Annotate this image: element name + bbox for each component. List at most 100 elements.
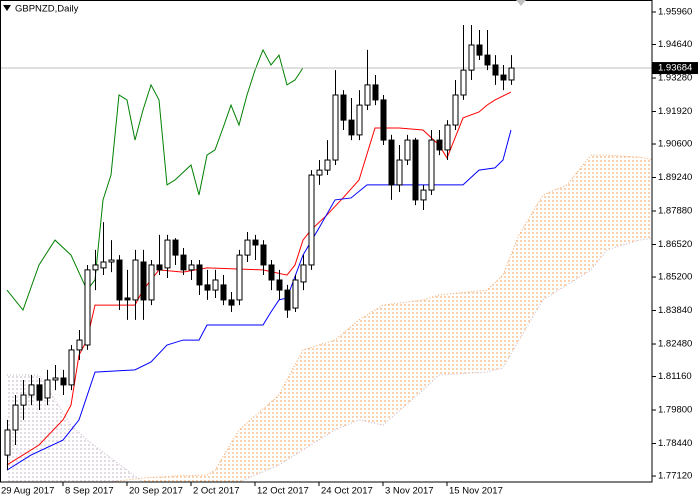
candle-body bbox=[260, 244, 267, 266]
shift-marker[interactable] bbox=[516, 0, 526, 6]
indicator-line bbox=[6, 129, 512, 471]
candle-body bbox=[380, 99, 387, 141]
cloud-segment bbox=[335, 319, 359, 430]
cloud-segment bbox=[543, 184, 567, 300]
chart-title: GBPNZD,Daily bbox=[15, 4, 79, 15]
candle-body bbox=[420, 189, 427, 201]
candle-body bbox=[364, 84, 371, 106]
cloud-segment bbox=[383, 299, 423, 426]
candle-body bbox=[476, 44, 483, 56]
candle-body bbox=[348, 119, 355, 136]
candle-body bbox=[460, 69, 467, 96]
candle-body bbox=[468, 44, 475, 71]
candle-body bbox=[484, 54, 491, 66]
candle-body bbox=[20, 394, 27, 406]
candle-body bbox=[492, 64, 499, 76]
y-tick-label: 1.82480 bbox=[658, 339, 692, 350]
candle-body bbox=[276, 279, 283, 291]
candle-body bbox=[132, 259, 139, 301]
candle-body bbox=[220, 284, 227, 301]
candle-body bbox=[452, 94, 459, 126]
x-tick-label: 24 Oct 2017 bbox=[321, 486, 373, 497]
candle-body bbox=[436, 139, 443, 151]
candle-body bbox=[316, 169, 323, 176]
candle-body bbox=[188, 264, 195, 271]
candle-body bbox=[124, 297, 131, 301]
cloud-segment bbox=[423, 295, 439, 391]
cloud-segment bbox=[127, 470, 143, 482]
cloud-segment bbox=[639, 157, 652, 241]
y-tick-label: 1.86520 bbox=[658, 239, 692, 250]
candle-body bbox=[444, 124, 451, 151]
menu-arrow[interactable] bbox=[3, 5, 11, 11]
x-tick-label: 29 Aug 2017 bbox=[1, 486, 54, 497]
candle-body bbox=[164, 239, 171, 269]
cloud-segment bbox=[503, 234, 519, 368]
cloud-segment bbox=[567, 155, 591, 285]
y-tick-label: 1.77120 bbox=[658, 471, 692, 482]
candle-body bbox=[148, 264, 155, 301]
candle-body bbox=[156, 264, 163, 271]
cloud-segment bbox=[279, 349, 303, 465]
y-tick-label: 1.93280 bbox=[658, 73, 692, 84]
cloud-segment bbox=[519, 195, 543, 341]
current-price-label: 1.93684 bbox=[658, 63, 692, 74]
candle-body bbox=[108, 259, 115, 263]
cloud-segment bbox=[71, 425, 87, 482]
cloud-segment bbox=[439, 290, 487, 376]
candle-body bbox=[196, 264, 203, 286]
candle-body bbox=[204, 284, 211, 291]
y-tick-label: 1.78440 bbox=[658, 438, 692, 449]
candle-body bbox=[52, 377, 59, 381]
candle-body bbox=[180, 254, 187, 271]
cloud-segment bbox=[175, 475, 207, 482]
candle-body bbox=[36, 384, 43, 401]
candle-body bbox=[212, 279, 219, 291]
plot-area bbox=[0, 25, 652, 482]
candle-body bbox=[244, 239, 251, 256]
candle-body bbox=[300, 264, 307, 283]
candle-body bbox=[268, 264, 275, 281]
cloud-edge bbox=[106, 154, 652, 482]
y-tick-label: 1.83840 bbox=[658, 305, 692, 316]
candle-body bbox=[356, 104, 363, 136]
candle-body bbox=[372, 84, 379, 101]
y-tick-label: 1.85200 bbox=[658, 272, 692, 283]
candle-body bbox=[332, 94, 339, 161]
candle-body bbox=[508, 67, 515, 81]
cloud-segment bbox=[239, 395, 279, 482]
x-tick-label: 3 Nov 2017 bbox=[385, 486, 434, 497]
plot-frame bbox=[0, 0, 653, 483]
cloud-segment bbox=[215, 429, 239, 482]
candle-body bbox=[412, 139, 419, 201]
x-tick-label: 15 Nov 2017 bbox=[449, 486, 503, 497]
candle-body bbox=[324, 159, 331, 171]
y-tick-label: 1.95960 bbox=[658, 7, 692, 18]
cloud-segment bbox=[207, 470, 215, 482]
candle-body bbox=[4, 429, 11, 456]
cloud-segment bbox=[591, 155, 607, 270]
x-tick-label: 8 Sep 2017 bbox=[65, 486, 114, 497]
candle-body bbox=[428, 139, 435, 191]
x-tick-label: 2 Oct 2017 bbox=[193, 486, 239, 497]
candle-body bbox=[308, 174, 315, 266]
x-tick-label: 12 Oct 2017 bbox=[257, 486, 309, 497]
cloud-segment bbox=[359, 305, 383, 426]
y-tick-label: 1.90600 bbox=[658, 139, 692, 150]
candle-body bbox=[100, 261, 107, 269]
candle-body bbox=[172, 239, 179, 256]
candle-body bbox=[60, 377, 67, 386]
candle-body bbox=[404, 139, 411, 161]
cloud-segment bbox=[303, 340, 335, 450]
y-tick-label: 1.81160 bbox=[658, 371, 692, 382]
candle-body bbox=[292, 279, 299, 309]
cloud-segment bbox=[607, 155, 639, 250]
candle-body bbox=[236, 254, 243, 301]
candle-body bbox=[84, 269, 91, 346]
candle-body bbox=[140, 261, 147, 301]
candle-body bbox=[44, 379, 51, 399]
candle-body bbox=[92, 264, 99, 271]
candle-body bbox=[28, 384, 35, 396]
candle-body bbox=[388, 139, 395, 186]
